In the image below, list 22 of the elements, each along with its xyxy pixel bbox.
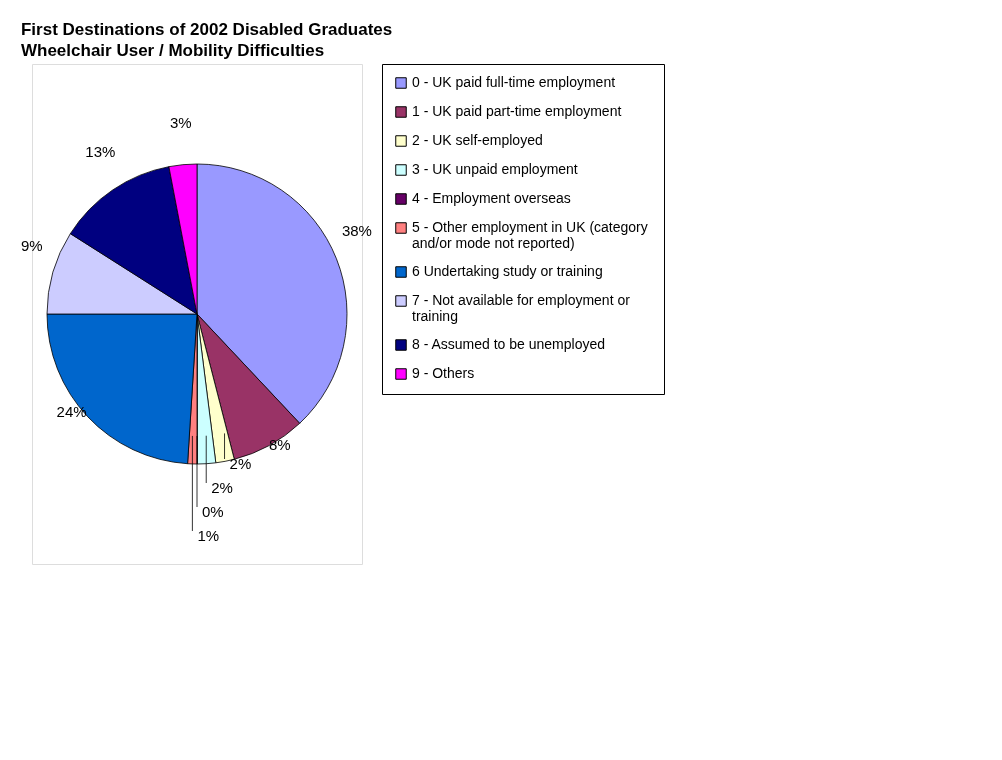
data-label: 9% (20, 237, 43, 255)
chart-subtitle: Wheelchair User / Mobility Difficulties (20, 40, 325, 60)
data-label: 2% (229, 455, 252, 472)
data-label: 2% (211, 479, 233, 496)
data-label: 24% (56, 402, 87, 420)
chart-title: First Destinations of 2002 Disabled Graduates (20, 19, 393, 39)
legend-label: 3 - UK unpaid employment (412, 161, 578, 177)
legend-label: 2 - UK self-employed (412, 132, 543, 148)
data-label: 8% (269, 435, 291, 453)
legend-label: 1 - UK paid part-time employment (412, 103, 622, 119)
legend-label: 8 - Assumed to be unemployed (412, 336, 606, 352)
legend-label: 7 - Not available for employment or training (412, 292, 631, 324)
legend-label: 4 - Employment overseas (412, 190, 571, 206)
legend-label: 6 Undertaking study or training (412, 263, 603, 279)
data-label: 38% (341, 221, 372, 239)
legend-label: 5 - Other employment in UK (category and/or mode not reported) (412, 219, 648, 251)
text: 0% (202, 503, 224, 520)
data-label: 1% (197, 527, 220, 544)
data-label: 13% (85, 142, 116, 160)
legend-label: 9 - Others (412, 365, 475, 381)
data-label: 3% (169, 113, 192, 131)
legend-label: 0 - UK paid full-time employment (412, 74, 616, 90)
